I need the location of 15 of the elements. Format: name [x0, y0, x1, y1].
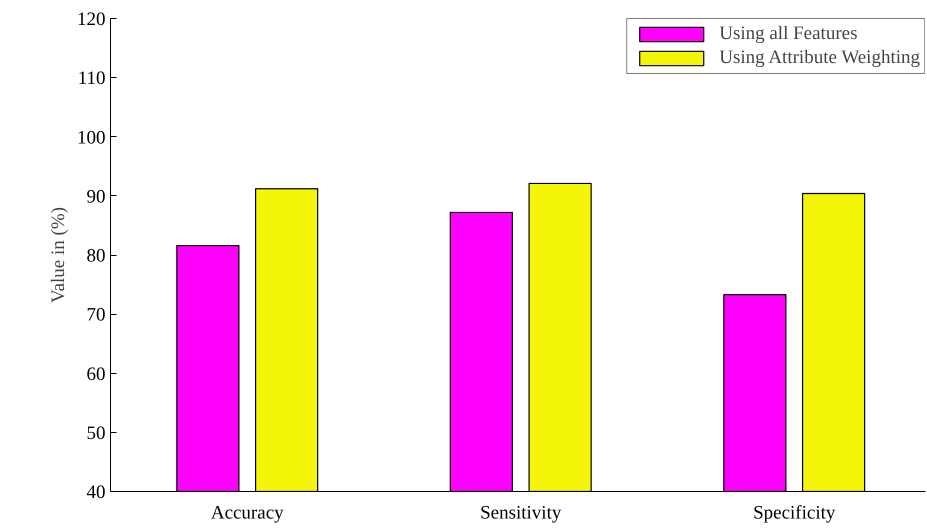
y-axis-title: Value in (%) [48, 206, 69, 304]
y-tick-label: 40 [86, 482, 106, 503]
y-tick-label: 50 [86, 422, 106, 444]
y-tick-label: 80 [86, 246, 106, 266]
x-tick-label: Accuracy [210, 502, 284, 524]
y-tick-label: 120 [77, 9, 106, 30]
y-tick-label: 110 [78, 68, 106, 90]
x-tick-label: Sensitivity [480, 502, 562, 524]
x-tick-label: Specificity [753, 502, 836, 524]
legend-label: Using all Features [719, 23, 858, 45]
y-tick-label: 70 [86, 304, 106, 326]
legend-label: Using Attribute Weighting [719, 47, 920, 69]
y-tick-label: 90 [86, 186, 106, 208]
y-tick-label: 100 [77, 127, 106, 148]
y-tick-label: 60 [86, 364, 106, 385]
